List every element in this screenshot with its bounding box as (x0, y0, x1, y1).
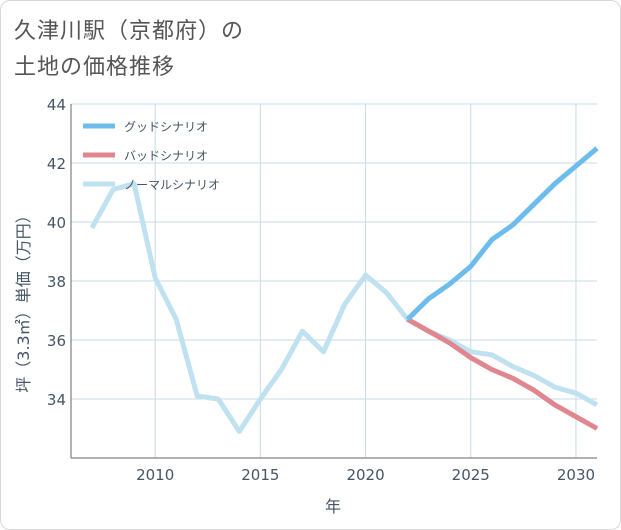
legend-label: バッドシナリオ (124, 149, 208, 163)
y-tick-label: 44 (47, 96, 66, 114)
x-tick-label: 2020 (346, 466, 384, 484)
x-axis-title: 年 (325, 497, 341, 516)
chart-title: 久津川駅（京都府）の 土地の価格推移 (14, 14, 244, 86)
normal-scenario-line (89, 181, 599, 434)
legend-item-normal: ノーマルシナリオ (83, 178, 220, 192)
x-tick-label: 2010 (136, 466, 174, 484)
y-tick-label: 36 (47, 332, 66, 350)
plot-lines (89, 146, 599, 434)
legend-item-bad: バッドシナリオ (83, 149, 208, 163)
legend-label: グッドシナリオ (124, 120, 208, 134)
y-axis-title: 坪（3.3㎡）単価（万円） (14, 207, 33, 392)
axis-frame (70, 104, 597, 459)
good-scenario-line (405, 146, 599, 322)
legend-item-good: グッドシナリオ (83, 120, 208, 134)
legend-label: ノーマルシナリオ (124, 178, 220, 192)
y-tick-label: 38 (47, 273, 66, 291)
y-tick-label: 40 (47, 214, 66, 232)
y-tick-label: 42 (47, 155, 66, 173)
chart-title-line1: 久津川駅（京都府）の (14, 19, 245, 44)
chart-title-line2: 土地の価格推移 (14, 55, 176, 80)
tick-labels: 2010 2015 2020 2025 2030 34 36 38 40 42 44 (47, 96, 595, 484)
x-tick-label: 2025 (452, 466, 490, 484)
y-tick-label: 34 (47, 391, 66, 409)
x-tick-label: 2015 (241, 466, 279, 484)
bad-scenario-line (406, 317, 599, 431)
x-tick-label: 2030 (557, 466, 595, 484)
